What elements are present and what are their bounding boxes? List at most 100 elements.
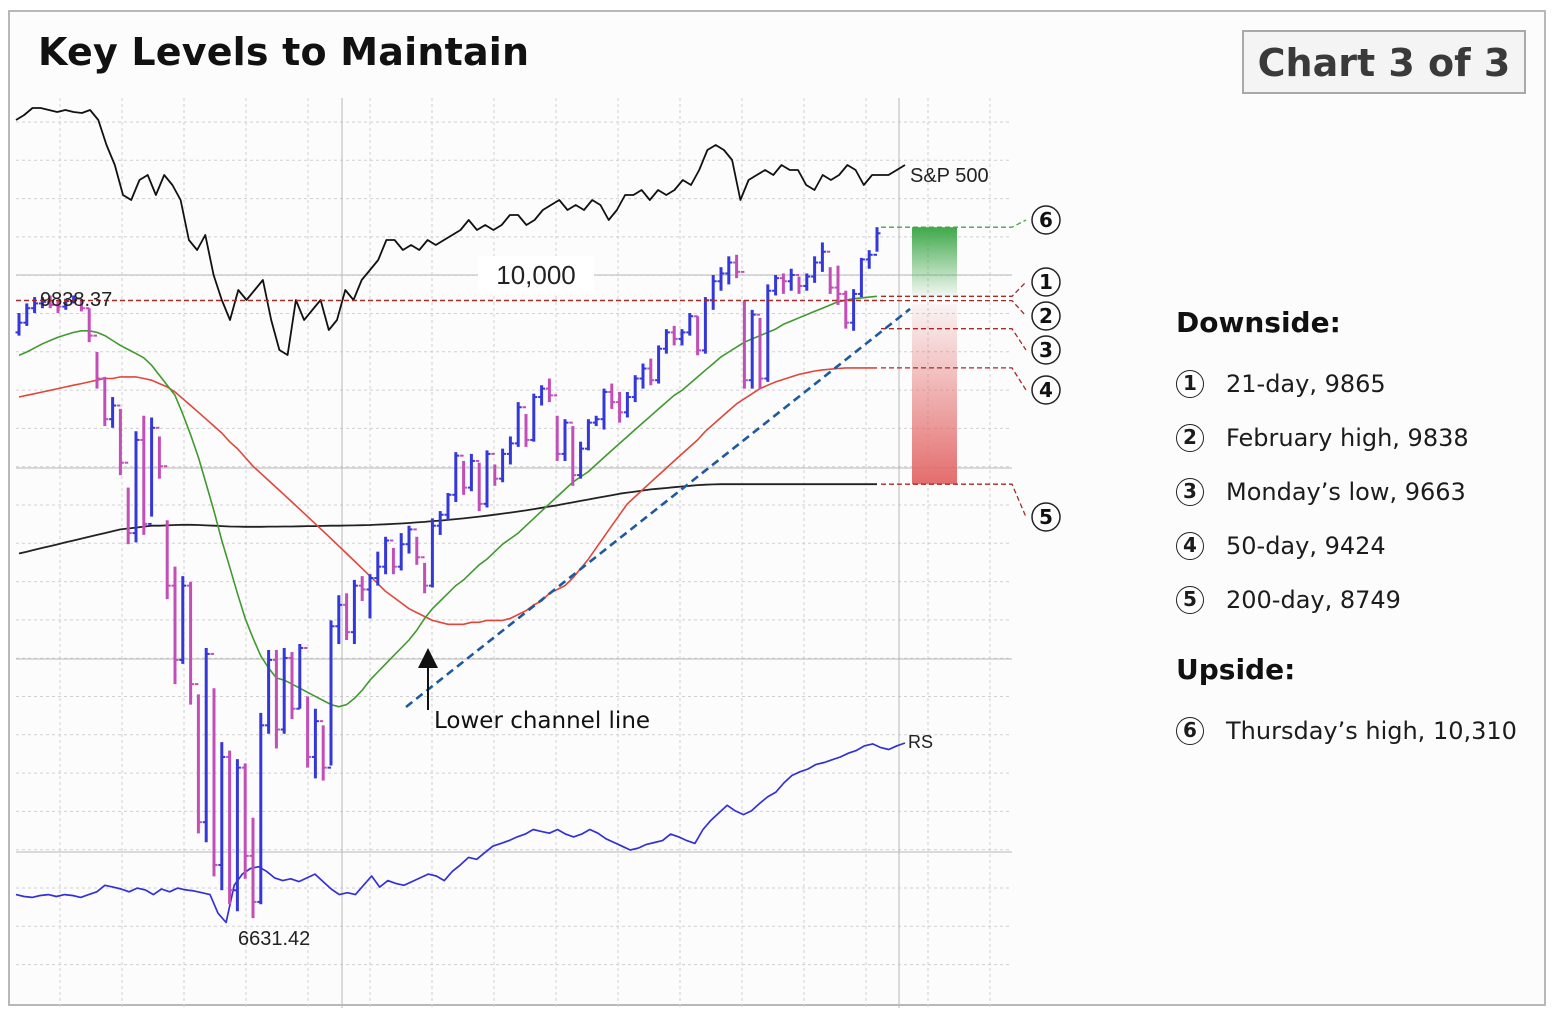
sp500-line — [15, 107, 906, 356]
downside-item-2: 2 February high, 9838 — [1176, 411, 1517, 465]
price-bar — [787, 268, 795, 291]
price-bar — [257, 712, 265, 905]
downside-item-3: 3 Monday’s low, 9663 — [1176, 465, 1517, 519]
key-level-4-line — [881, 367, 1027, 391]
level-number-badge: 6 — [1176, 717, 1204, 745]
price-bar — [506, 436, 514, 465]
price-bar — [795, 274, 803, 294]
price-bar — [85, 307, 93, 343]
price-bar — [600, 388, 608, 430]
key-level-3-line — [881, 328, 1027, 351]
annotation-arrow-head — [418, 648, 438, 668]
chart-labels: S&P 500 RS 10,000 9838.37 6631.42 Lower chann… — [40, 165, 989, 950]
price-bar — [701, 297, 709, 354]
price-bar — [327, 620, 335, 769]
price-bar — [31, 297, 39, 314]
price-bar — [678, 329, 686, 346]
level-number-badge: 4 — [1176, 532, 1204, 560]
price-bar — [740, 270, 748, 389]
price-bar — [413, 528, 421, 565]
level-label: 200-day, 8749 — [1226, 586, 1401, 614]
price-bar — [764, 284, 772, 382]
price-bar — [77, 297, 85, 312]
price-bar — [23, 303, 31, 326]
price-bar — [116, 404, 124, 476]
key-level-3-number: 3 — [1039, 338, 1053, 362]
price-bar — [592, 415, 600, 427]
price-bar — [319, 720, 327, 781]
key-level-lines: 1 2 3 4 5 6 — [16, 205, 1061, 532]
rs-label: RS — [908, 732, 933, 752]
price-bar — [155, 426, 163, 479]
price-bar — [850, 289, 858, 331]
key-level-3-badge — [1031, 335, 1061, 365]
downside-item-1: 1 21-day, 9865 — [1176, 357, 1517, 411]
indicator-lines — [15, 107, 911, 924]
price-bar — [163, 465, 171, 600]
price-bar — [280, 647, 288, 734]
downside-zone — [912, 304, 957, 485]
price-bar — [358, 576, 366, 601]
price-bar — [265, 649, 273, 734]
level-label: 21-day, 9865 — [1226, 370, 1386, 398]
level-label: February high, 9838 — [1226, 424, 1469, 452]
price-bar — [491, 452, 499, 486]
channel-annotation-label: Lower channel line — [434, 708, 650, 734]
rs-line — [15, 742, 906, 924]
price-bar — [249, 817, 257, 919]
price-bar — [577, 441, 585, 479]
price-bar — [124, 461, 132, 545]
price-bar — [132, 431, 140, 543]
key-level-1-line — [881, 281, 1027, 297]
price-bar — [46, 295, 54, 309]
price-bar — [857, 257, 865, 298]
price-bar — [631, 375, 639, 403]
page-title: Key Levels to Maintain — [38, 30, 530, 74]
price-bar — [779, 273, 787, 294]
price-bar — [194, 683, 202, 834]
price-bar — [865, 250, 873, 269]
price-bar — [218, 742, 226, 891]
price-bar — [436, 511, 444, 535]
price-bar — [530, 393, 538, 442]
price-bar — [15, 313, 23, 336]
key-level-6-number: 6 — [1039, 208, 1053, 232]
price-bar — [421, 556, 429, 594]
key-level-1-number: 1 — [1039, 270, 1053, 294]
level-10000-label: 10,000 — [496, 260, 576, 290]
price-bar — [584, 419, 592, 451]
ma50-line — [18, 367, 877, 626]
chart-counter-badge: Chart 3 of 3 — [1242, 30, 1526, 94]
chart-grid — [16, 98, 1012, 1008]
downside-item-5: 5 200-day, 8749 — [1176, 573, 1517, 627]
price-bar — [499, 448, 507, 483]
price-bar — [101, 376, 109, 427]
price-bar — [733, 254, 741, 279]
key-level-1-badge — [1031, 267, 1061, 297]
price-bar — [545, 378, 553, 403]
price-bar — [475, 459, 483, 512]
price-bar — [389, 539, 397, 575]
price-bar — [405, 525, 413, 554]
price-bar — [709, 275, 717, 310]
price-bar — [272, 649, 280, 749]
key-level-2-line — [881, 299, 1027, 317]
price-bar — [241, 763, 249, 879]
price-bar — [694, 315, 702, 356]
sp500-label: S&P 500 — [910, 165, 989, 187]
key-level-6-line — [881, 219, 1027, 228]
price-bar — [717, 267, 725, 291]
key-level-4-badge — [1031, 375, 1061, 405]
level-number-badge: 3 — [1176, 478, 1204, 506]
price-bar — [639, 363, 647, 389]
level-label: Thursday’s high, 10,310 — [1226, 717, 1517, 745]
price-bar — [343, 593, 351, 641]
price-bar — [655, 345, 663, 384]
key-level-5-line — [881, 483, 1027, 518]
price-bar — [826, 250, 834, 294]
upside-zone — [912, 227, 957, 297]
level-number-badge: 1 — [1176, 370, 1204, 398]
price-bar — [834, 265, 842, 306]
price-bar — [444, 492, 452, 521]
